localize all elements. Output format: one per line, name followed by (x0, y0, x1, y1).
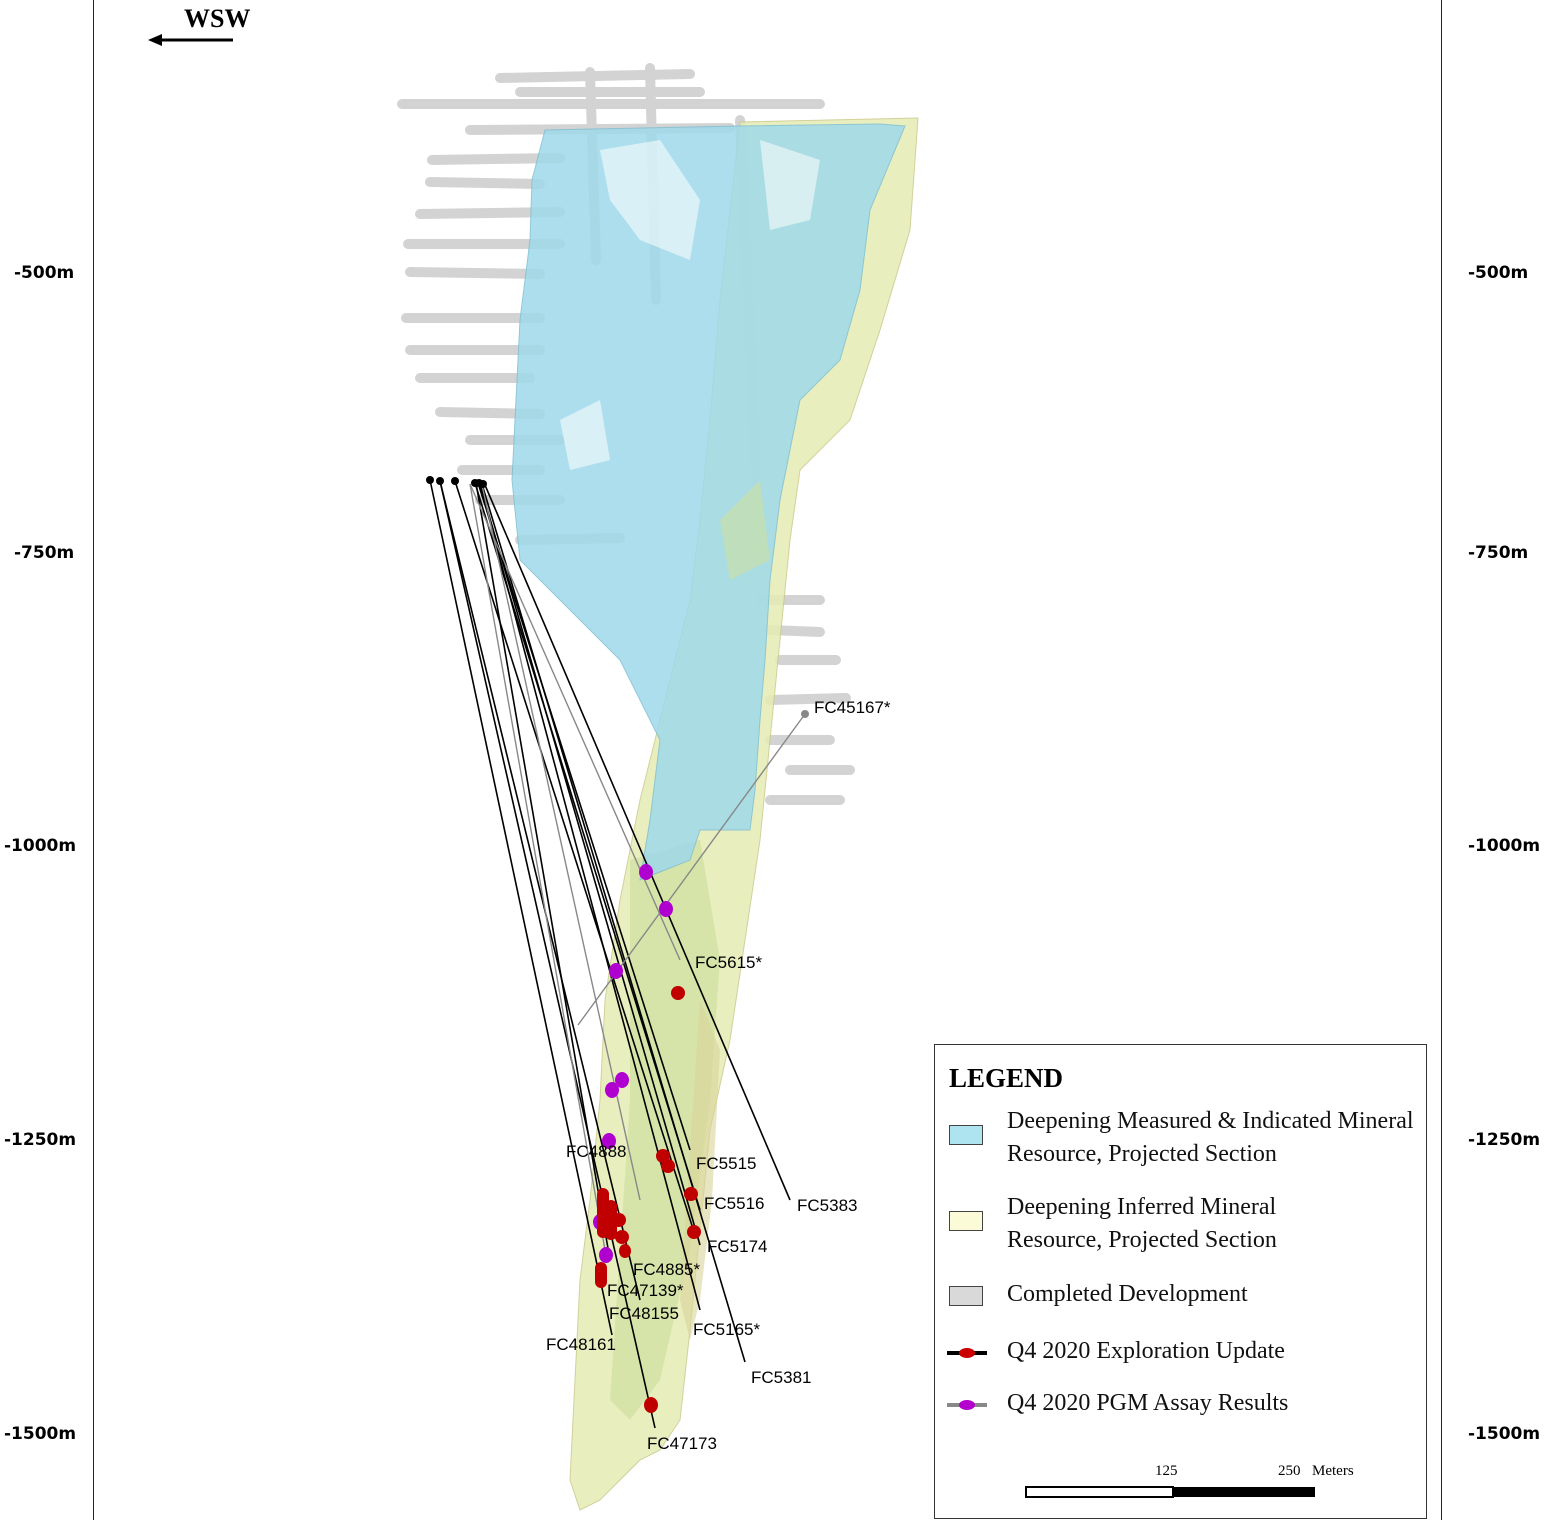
scale-mid-label: 125 (1155, 1463, 1178, 1479)
inferred-swatch (949, 1211, 983, 1231)
drill-hole-label: FC48155 (609, 1304, 679, 1323)
drill-hole-label: FC5516 (704, 1194, 765, 1213)
legend-item-measured-indicated: Deepening Measured & Indicated Mineral R… (947, 1105, 1417, 1175)
legend-item-development: Completed Development (947, 1278, 1417, 1314)
legend-box: LEGEND Deepening Measured & Indicated Mi… (934, 1044, 1427, 1519)
exploration-markers (595, 986, 701, 1413)
pgm-drill-traces (469, 483, 806, 1251)
elevation-label-right-1250: -1250m (1468, 1130, 1541, 1150)
development-swatch (949, 1286, 983, 1306)
drill-hole-label: FC47139* (607, 1281, 684, 1300)
legend-label: Completed Development (1007, 1281, 1248, 1307)
legend-label: Q4 2020 PGM Assay Results (1007, 1390, 1289, 1416)
drill-hole-label: FC5615* (695, 953, 763, 972)
left-frame-line (93, 0, 94, 1520)
drill-hole-label: FC45167* (814, 698, 891, 717)
elevation-label-left-750: -750m (14, 543, 75, 563)
drill-hole-label: FC4885* (633, 1260, 701, 1279)
elevation-label-left-500: -500m (14, 263, 75, 283)
left-arrow-icon (148, 34, 233, 46)
scale-bar: 125 250 Meters (1025, 1463, 1354, 1503)
drill-hole-label: FC5515 (696, 1154, 757, 1173)
elevation-label-right-1000: -1000m (1468, 836, 1541, 856)
elevation-label-left-1250: -1250m (4, 1130, 77, 1150)
drill-hole-label: FC47173 (647, 1434, 717, 1453)
drill-hole-label: FC5383 (797, 1196, 858, 1215)
drill-hole-label: FC4888 (566, 1142, 627, 1161)
drill-hole-label: FC5165* (693, 1320, 761, 1339)
pgm-line-icon (947, 1400, 987, 1410)
right-frame-line (1441, 0, 1442, 1520)
legend-label: Deepening Measured & Indicated Mineral R… (1007, 1108, 1414, 1167)
scale-end-label: 250 (1278, 1463, 1301, 1479)
drill-hole-label: FC5381 (751, 1368, 812, 1387)
drill-hole-label: FC48161 (546, 1335, 616, 1354)
legend-item-pgm: Q4 2020 PGM Assay Results (947, 1387, 1417, 1423)
elevation-label-right-1500: -1500m (1468, 1424, 1541, 1444)
measured-indicated-swatch (949, 1125, 983, 1145)
elevation-label-right-750: -750m (1468, 543, 1529, 563)
elevation-label-right-500: -500m (1468, 263, 1529, 283)
drill-collars (426, 476, 809, 718)
legend-item-exploration: Q4 2020 Exploration Update (947, 1335, 1417, 1371)
measured-indicated-resource (511, 123, 906, 881)
drill-hole-label: FC5174 (707, 1237, 768, 1256)
elevation-label-left-1000: -1000m (4, 836, 77, 856)
legend-title: LEGEND (949, 1063, 1064, 1093)
legend-label: Deepening Inferred Mineral Resource, Pro… (1007, 1194, 1277, 1253)
scale-bar-graphic (1025, 1486, 1315, 1498)
scale-unit-label: Meters (1312, 1463, 1354, 1479)
exploration-drill-traces (429, 479, 791, 1429)
legend-item-inferred: Deepening Inferred Mineral Resource, Pro… (947, 1191, 1417, 1261)
direction-label: WSW (184, 4, 251, 33)
elevation-label-left-1500: -1500m (4, 1424, 77, 1444)
exploration-line-icon (947, 1348, 987, 1358)
legend-label: Q4 2020 Exploration Update (1007, 1338, 1285, 1364)
